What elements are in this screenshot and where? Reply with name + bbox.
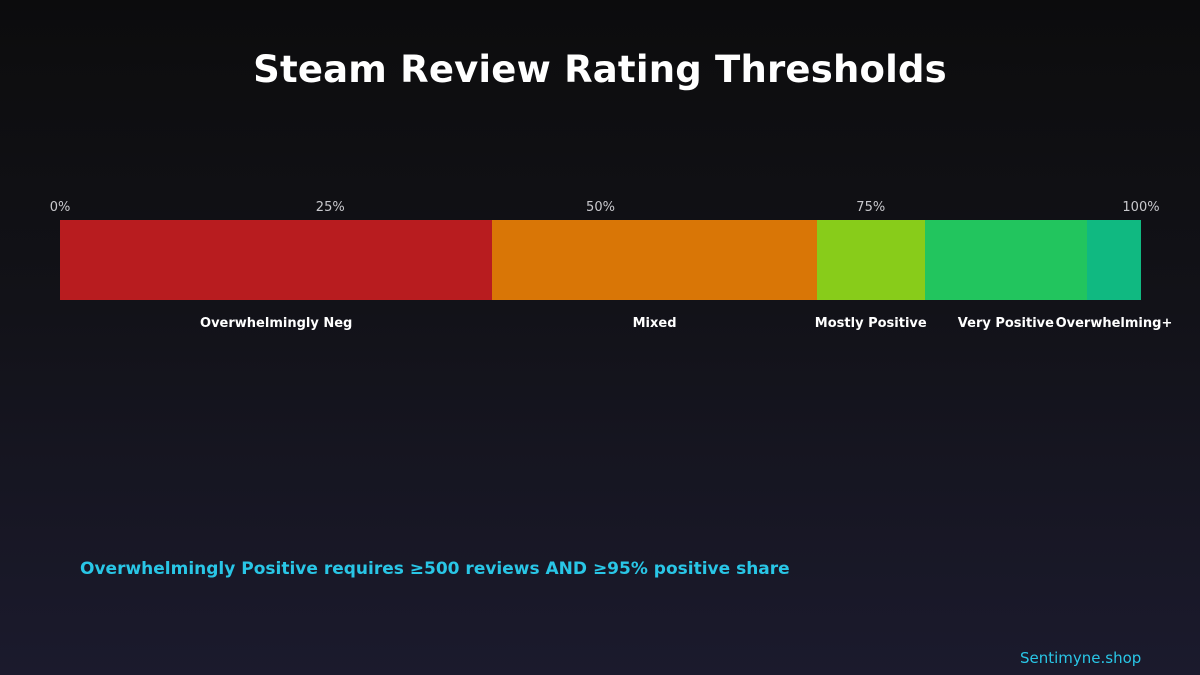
segment-label: Overwhelming+ — [1055, 316, 1173, 331]
brand-link[interactable]: Sentimyne.shop — [1020, 649, 1142, 667]
bar-segment — [924, 220, 1087, 300]
chart-title: Steam Review Rating Thresholds — [253, 48, 947, 91]
bar-segment — [60, 220, 493, 300]
tick-label: 0% — [49, 200, 71, 215]
bar-segment — [492, 220, 817, 300]
segment-label: Overwhelmingly Neg — [200, 316, 353, 331]
tick-label: 50% — [586, 200, 615, 215]
segment-label: Mostly Positive — [814, 316, 927, 331]
segment-label: Mixed — [632, 316, 677, 331]
bar-segment — [816, 220, 925, 300]
tick-label: 100% — [1122, 200, 1160, 215]
segment-label: Very Positive — [957, 316, 1054, 331]
tick-label: 75% — [856, 200, 886, 215]
tick-label: 25% — [315, 200, 345, 215]
annotation: Overwhelmingly Positive requires ≥500 re… — [80, 559, 790, 579]
bar-segment — [1086, 220, 1141, 300]
